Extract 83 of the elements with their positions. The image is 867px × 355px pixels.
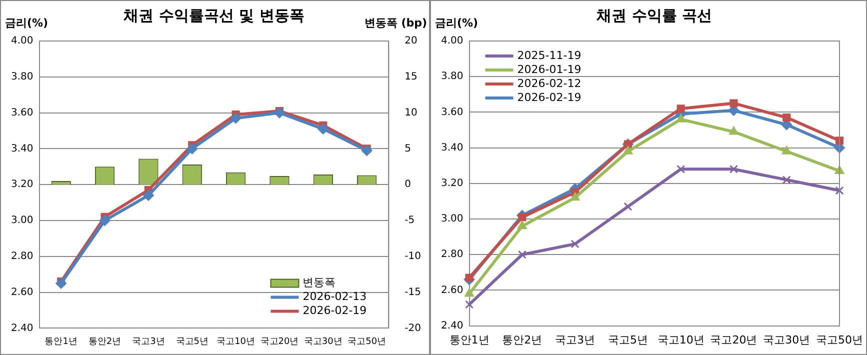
y-axis-title: 금리(%): [435, 16, 478, 30]
point: [730, 99, 738, 108]
x-tick-label: 국고5년: [608, 333, 648, 346]
y2-tick-label: 0: [404, 179, 412, 190]
y-tick-label: 2.60: [11, 286, 34, 298]
point: [464, 288, 474, 297]
legend-label: 2026-02-19: [517, 90, 582, 104]
legend-label: 2026-02-19: [302, 304, 367, 318]
x-tick-label: 국고30년: [304, 336, 342, 347]
x-tick-label: 국고5년: [176, 336, 208, 347]
chart-title: 채권 수익률곡선 및 변동폭: [122, 6, 304, 24]
y-tick-label: 2.80: [441, 249, 464, 260]
y2-tick-label: -15: [404, 286, 422, 298]
point: [230, 112, 242, 124]
point: [835, 186, 844, 195]
point: [676, 104, 685, 113]
x-tick-label: 통안1년: [44, 336, 78, 347]
point: [464, 300, 474, 309]
y-tick-label: 2.40: [11, 322, 34, 334]
x-tick-label: 국고10년: [657, 333, 704, 346]
y2-tick-label: -5: [404, 215, 415, 226]
x-tick-label: 국고10년: [216, 336, 256, 347]
point: [465, 274, 474, 282]
point: [56, 278, 67, 289]
y-tick-label: 3.00: [441, 214, 464, 225]
point: [676, 164, 686, 174]
point: [274, 107, 285, 118]
x-tick-label: 국고50년: [816, 333, 863, 346]
x-tick-label: 국고20년: [710, 333, 758, 346]
point: [570, 192, 580, 201]
y-tick-label: 3.60: [441, 106, 464, 118]
y-tick-label: 3.40: [11, 143, 34, 154]
y-tick-label: 4.00: [441, 36, 464, 47]
point: [782, 146, 792, 154]
y-tick-label: 2.60: [441, 284, 464, 296]
y-tick-label: 3.20: [441, 178, 464, 189]
legend-label: 변동폭: [302, 276, 336, 290]
legend-label: 2026-02-13: [302, 290, 367, 304]
y2-tick-label: 5: [404, 143, 412, 154]
legend-label: 2026-01-19: [517, 62, 582, 76]
y-tick-label: 3.80: [11, 71, 34, 82]
x-tick-label: 통안1년: [449, 333, 490, 346]
point: [676, 114, 686, 122]
y-tick-label: 3.60: [11, 107, 34, 118]
point: [361, 144, 372, 156]
y2-tick-label: 10: [404, 107, 418, 118]
point: [570, 240, 580, 248]
x-tick-label: 국고50년: [348, 336, 386, 347]
x-tick-label: 국고20년: [260, 336, 299, 347]
y-tick-label: 3.80: [441, 71, 464, 82]
point: [186, 143, 198, 154]
point: [624, 202, 632, 211]
x-tick-label: 국고3년: [555, 333, 596, 346]
point: [729, 164, 738, 174]
point: [518, 250, 526, 259]
y2-tick-label: -10: [404, 250, 422, 262]
y2-tick-label: -20: [404, 322, 422, 334]
y-axis-title: 금리(%): [5, 16, 48, 30]
y2-tick-label: 20: [404, 36, 418, 47]
x-tick-label: 통안2년: [502, 333, 542, 346]
chart-title: 채권 수익률 곡선: [596, 6, 712, 24]
point: [728, 126, 739, 135]
point: [517, 220, 527, 230]
x-tick-label: 국고3년: [132, 336, 165, 347]
x-tick-label: 국고30년: [763, 333, 810, 346]
point: [142, 190, 154, 201]
y-tick-label: 2.40: [441, 320, 464, 332]
legend-label: 2025-11-19: [517, 48, 582, 62]
point: [318, 123, 329, 134]
point: [782, 114, 791, 122]
y2-tick-label: 15: [404, 71, 418, 82]
point: [623, 146, 633, 154]
point: [782, 176, 791, 184]
y-tick-label: 3.40: [441, 142, 464, 154]
point: [518, 213, 526, 222]
y-tick-label: 3.20: [11, 179, 34, 190]
point: [99, 215, 110, 226]
y-tick-label: 4.00: [11, 36, 34, 47]
legend-label: 2026-02-12: [517, 76, 582, 90]
x-tick-label: 통안2년: [88, 336, 122, 347]
y-tick-label: 3.00: [11, 215, 34, 226]
y-tick-label: 2.80: [11, 250, 34, 262]
y2-axis-title: 변동폭 (bp): [364, 16, 427, 30]
